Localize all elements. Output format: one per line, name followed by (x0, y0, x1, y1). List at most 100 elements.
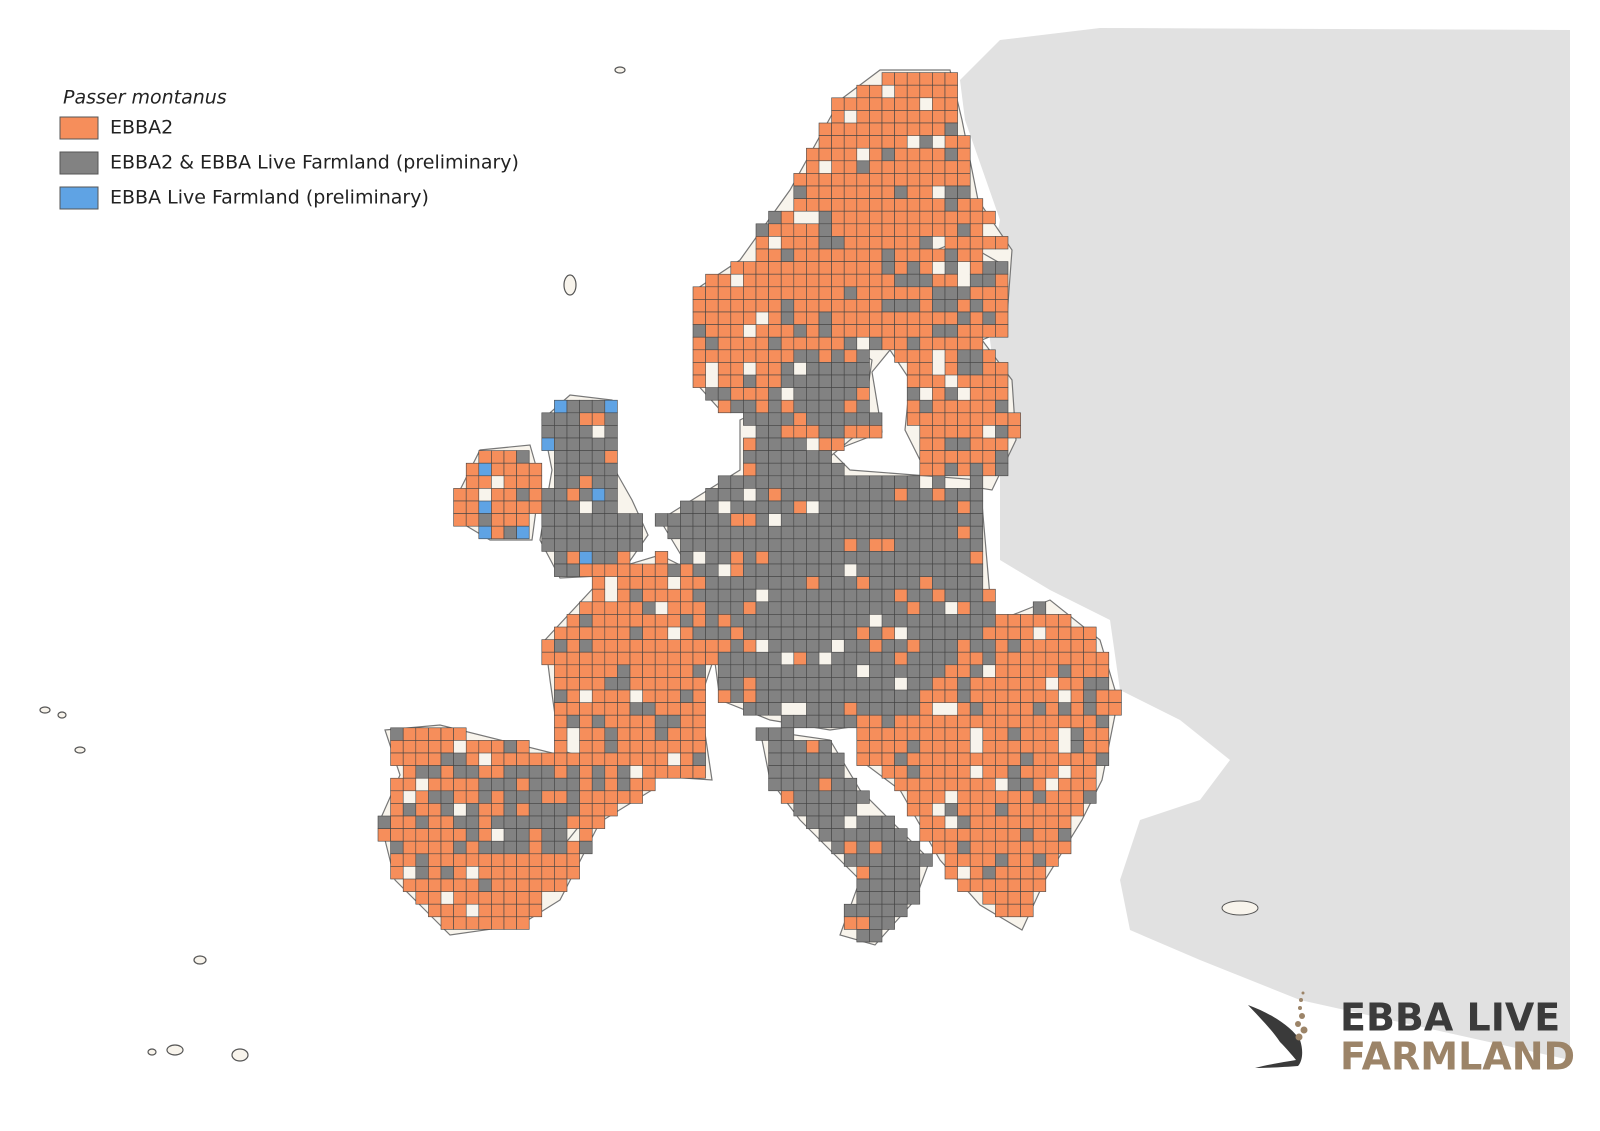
grid-cell (831, 525, 845, 540)
grid-cell (818, 588, 832, 603)
grid-cell (541, 878, 555, 892)
grid-cell (491, 740, 505, 754)
grid-cell (906, 185, 921, 199)
grid-cell (932, 664, 946, 678)
grid-cell (717, 689, 732, 703)
grid-cell (1058, 677, 1072, 691)
grid-cell (995, 677, 1009, 691)
grid-cell (705, 588, 719, 603)
grid-cell (1070, 677, 1084, 691)
grid-cell (768, 551, 782, 565)
grid-cell (717, 651, 732, 666)
grid-cell (491, 500, 505, 514)
grid-cell (654, 626, 669, 640)
grid-cell (906, 336, 921, 351)
grid-cell (881, 588, 895, 603)
grid-cell (894, 210, 908, 225)
grid-cell (856, 891, 870, 905)
grid-cell (881, 475, 895, 489)
grid-cell (932, 248, 946, 262)
grid-cell (957, 311, 971, 325)
grid-cell (1045, 664, 1059, 678)
grid-cell (856, 840, 870, 855)
grid-cell (793, 714, 807, 729)
grid-cell (944, 714, 958, 729)
grid-cell (680, 500, 694, 514)
grid-cell (554, 450, 568, 464)
grid-cell (793, 425, 807, 439)
grid-cell (932, 815, 946, 829)
grid-cell (793, 614, 807, 628)
grid-cell (465, 500, 480, 514)
grid-cell (566, 677, 580, 691)
grid-cell (604, 399, 618, 414)
grid-cell (768, 261, 782, 275)
grid-cell (465, 777, 480, 792)
grid-cell (617, 740, 631, 754)
grid-cell (843, 664, 858, 678)
grid-cell (843, 903, 858, 918)
grid-cell (932, 551, 946, 565)
grid-cell (982, 437, 996, 451)
grid-cell (919, 702, 933, 716)
grid-cell (478, 513, 492, 527)
grid-cell (428, 903, 442, 918)
grid-cell (906, 84, 921, 99)
grid-cell (869, 891, 883, 905)
grid-cell (591, 777, 606, 792)
grid-cell (1020, 866, 1034, 880)
grid-cell (881, 135, 895, 149)
grid-cell (1007, 664, 1021, 678)
grid-cell (894, 248, 908, 262)
grid-cell (717, 664, 732, 678)
grid-cell (919, 488, 933, 502)
grid-cell (591, 500, 606, 514)
grid-cell (755, 462, 769, 477)
grid-cell (730, 399, 744, 414)
logo: EBBA LIVE FARMLAND (1248, 991, 1575, 1079)
grid-cell (932, 84, 946, 99)
grid-cell (995, 462, 1009, 477)
grid-cell (906, 324, 921, 338)
grid-cell (881, 828, 895, 842)
grid-cell (717, 538, 732, 552)
grid-cell (516, 488, 530, 502)
grid-cell (692, 614, 706, 628)
grid-cell (755, 223, 769, 237)
grid-cell (541, 412, 555, 426)
grid-cell (944, 223, 958, 237)
island (39, 706, 51, 714)
grid-cell (755, 677, 769, 691)
grid-cell (957, 626, 971, 640)
grid-cell (969, 576, 984, 590)
grid-cell (869, 878, 883, 892)
grid-cell (453, 891, 467, 905)
grid-cell (604, 803, 618, 817)
grid-cell (919, 651, 933, 666)
grid-cell (856, 236, 870, 250)
grid-cell (566, 412, 580, 426)
grid-cell (869, 903, 883, 918)
grid-cell (604, 563, 618, 577)
grid-cell (793, 185, 807, 199)
grid-cell (705, 513, 719, 527)
grid-cell (869, 916, 883, 930)
grid-cell (428, 740, 442, 754)
grid-cell (906, 790, 921, 804)
grid-cell (793, 399, 807, 414)
grid-cell (982, 614, 996, 628)
grid-cell (982, 639, 996, 653)
grid-cell (780, 236, 795, 250)
grid-cell (818, 412, 832, 426)
grid-cell (503, 903, 517, 918)
grid-cell (554, 425, 568, 439)
grid-cell (554, 500, 568, 514)
grid-cell (982, 286, 996, 300)
grid-cell (692, 349, 706, 363)
grid-cell (957, 727, 971, 741)
grid-cell (831, 311, 845, 325)
grid-cell (856, 500, 870, 514)
grid-cell (818, 387, 832, 401)
grid-cell (604, 475, 618, 489)
grid-cell (415, 840, 429, 855)
